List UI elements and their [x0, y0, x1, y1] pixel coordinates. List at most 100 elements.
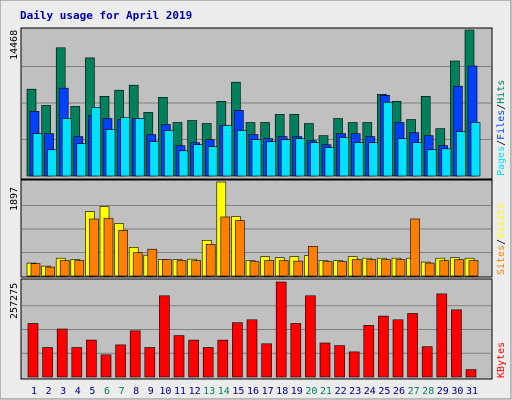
bar-sites-day-5 — [89, 218, 99, 277]
bar-sites-day-23 — [351, 259, 362, 277]
bar-sites-day-29 — [439, 260, 450, 277]
bar-sites-day-28 — [424, 262, 435, 277]
bar-sites-day-16 — [249, 261, 260, 277]
bar-sites-day-15 — [235, 220, 245, 277]
bar-kbytes-day-16 — [246, 319, 258, 378]
bar-kbytes-day-26 — [392, 319, 404, 378]
bar-sites-day-24 — [366, 259, 377, 277]
bar-kbytes-day-30 — [451, 309, 462, 378]
bar-kbytes-day-4 — [71, 347, 83, 378]
bar-sites-day-12 — [191, 260, 201, 277]
x-tick-label-day-19: 19 — [291, 386, 303, 397]
bar-kbytes-day-18 — [275, 281, 287, 378]
x-tick-label-day-30: 30 — [451, 386, 463, 397]
bar-kbytes-day-20 — [305, 295, 316, 378]
x-tick-label-day-29: 29 — [437, 386, 449, 397]
bar-kbytes-day-31 — [465, 369, 477, 378]
x-tick-label-day-18: 18 — [276, 386, 288, 397]
bar-kbytes-day-3 — [56, 328, 68, 378]
bar-kbytes-day-6 — [100, 354, 112, 378]
bar-kbytes-day-25 — [378, 315, 389, 378]
y-max-label-hits: 14468 — [9, 30, 20, 60]
bar-sites-day-8 — [132, 252, 143, 277]
bar-sites-day-2 — [45, 266, 55, 277]
x-tick-label-day-6: 6 — [104, 386, 110, 397]
bar-kbytes-day-15 — [232, 322, 243, 378]
x-tick-label-day-24: 24 — [364, 386, 376, 397]
bar-kbytes-day-19 — [290, 323, 302, 378]
x-tick-label-day-1: 1 — [31, 386, 37, 397]
bar-sites-day-25 — [381, 259, 391, 277]
bar-sites-day-14 — [220, 216, 231, 277]
x-tick-label-day-8: 8 — [133, 386, 139, 397]
bar-pages-day-10 — [164, 130, 174, 177]
bar-kbytes-day-29 — [436, 293, 448, 378]
bar-pages-day-8 — [134, 118, 145, 177]
bar-pages-day-2 — [47, 149, 57, 177]
bar-kbytes-day-27 — [407, 313, 418, 378]
bar-pages-day-27 — [412, 142, 422, 177]
bar-sites-day-6 — [103, 218, 114, 277]
bar-pages-day-15 — [237, 130, 247, 177]
bar-pages-day-20 — [310, 142, 320, 177]
bar-pages-day-26 — [397, 138, 408, 177]
x-axis-day-labels: 1 2 3 4 5 6 7 8 9 10 11 12 13 14 15 16 17 18 19 20 21 22 23 24 2… — [31, 386, 478, 397]
bar-pages-day-17 — [266, 141, 276, 177]
x-tick-label-day-14: 14 — [218, 386, 230, 397]
x-tick-label-day-3: 3 — [60, 386, 66, 397]
x-tick-label-day-9: 9 — [148, 386, 154, 397]
bar-pages-day-16 — [251, 139, 262, 177]
bar-pages-day-23 — [353, 142, 364, 177]
bar-sites-day-30 — [454, 259, 464, 277]
bar-pages-day-9 — [149, 141, 160, 177]
bar-sites-day-18 — [278, 260, 289, 277]
bar-kbytes-day-23 — [348, 351, 360, 378]
bar-sites-day-27 — [410, 218, 420, 277]
bar-kbytes-day-8 — [129, 330, 141, 378]
bar-kbytes-day-5 — [86, 339, 97, 378]
x-tick-label-day-16: 16 — [247, 386, 259, 397]
bar-sites-day-3 — [59, 260, 70, 277]
x-tick-label-day-13: 13 — [203, 386, 215, 397]
bar-sites-day-17 — [264, 260, 274, 277]
bar-pages-day-5 — [91, 107, 101, 177]
x-tick-label-day-23: 23 — [349, 386, 361, 397]
x-tick-label-day-26: 26 — [393, 386, 405, 397]
bar-kbytes-day-17 — [261, 343, 272, 378]
bar-pages-day-29 — [441, 148, 452, 177]
x-tick-label-day-12: 12 — [189, 386, 201, 397]
x-tick-label-day-28: 28 — [422, 386, 434, 397]
bar-kbytes-day-14 — [217, 339, 229, 378]
legend-visits-sites: Sites/Visits — [496, 203, 507, 275]
bar-kbytes-day-13 — [202, 347, 214, 378]
bar-sites-day-10 — [162, 259, 172, 277]
bar-pages-day-1 — [32, 133, 43, 177]
bar-pages-day-7 — [120, 117, 130, 177]
legend-visits: Visits — [496, 203, 507, 239]
bar-pages-day-13 — [207, 146, 218, 177]
legend-hits: Hits — [496, 80, 507, 104]
bar-kbytes-day-12 — [188, 339, 199, 378]
bar-pages-day-18 — [280, 139, 291, 177]
bar-sites-day-9 — [147, 248, 158, 277]
bar-kbytes-day-7 — [115, 344, 126, 378]
bar-kbytes-day-10 — [159, 295, 170, 378]
x-tick-label-day-11: 11 — [174, 386, 186, 397]
bar-sites-day-26 — [395, 259, 406, 277]
legend-sep-1: / — [496, 140, 507, 146]
legend-pages: Pages — [496, 146, 507, 176]
x-tick-label-day-22: 22 — [335, 386, 347, 397]
bar-pages-day-25 — [383, 102, 393, 177]
x-tick-label-day-27: 27 — [408, 386, 420, 397]
bar-pages-day-28 — [426, 149, 437, 177]
x-tick-label-day-25: 25 — [378, 386, 390, 397]
bar-sites-day-31 — [468, 260, 479, 277]
bar-sites-day-20 — [308, 246, 318, 277]
bar-kbytes-day-24 — [363, 324, 375, 378]
legend-hits-files-pages: Pages/Files/Hits — [496, 80, 507, 176]
x-tick-label-day-5: 5 — [89, 386, 95, 397]
x-tick-label-day-10: 10 — [159, 386, 171, 397]
bar-kbytes-day-9 — [144, 347, 156, 378]
bar-kbytes-day-21 — [319, 342, 331, 378]
